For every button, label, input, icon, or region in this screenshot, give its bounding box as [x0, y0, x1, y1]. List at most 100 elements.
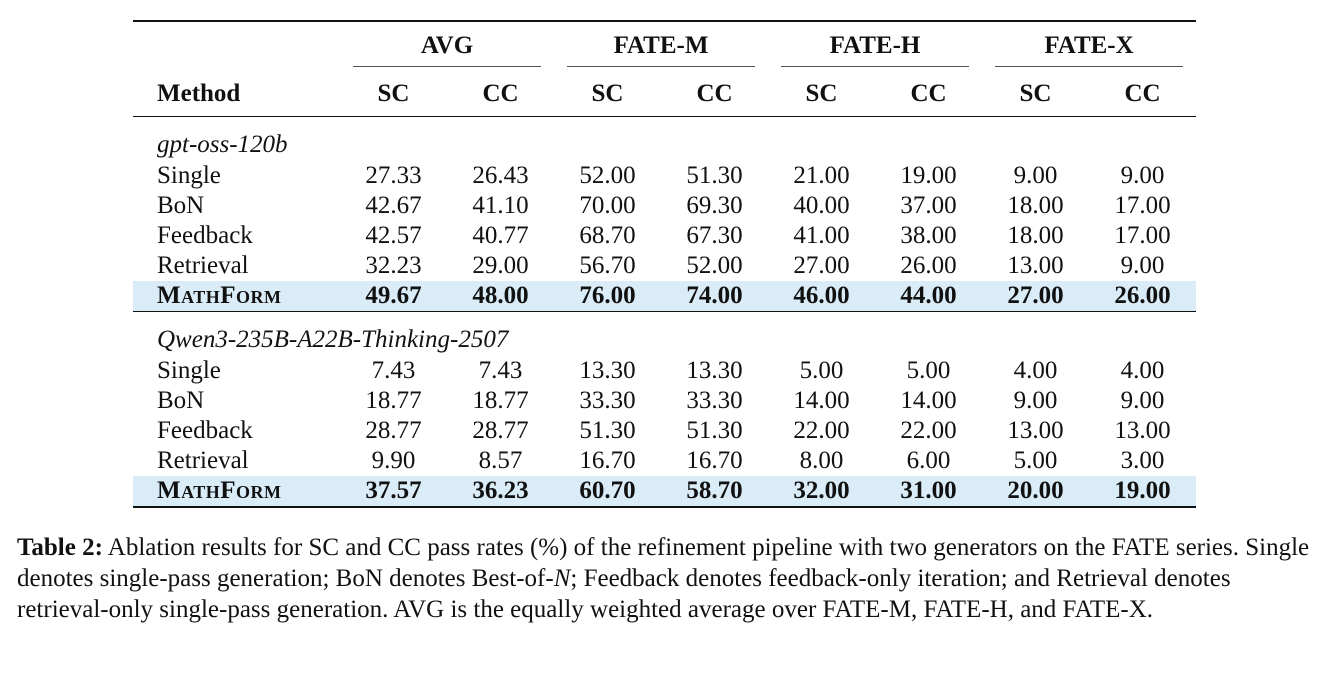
- value-cell: 18.00: [1007, 192, 1064, 219]
- value-cell: 22.00: [793, 417, 850, 444]
- caption-math-n: N: [553, 565, 571, 592]
- table-row: BoN 42.67 41.10 70.00 69.30 40.00 37.00 18.00 17…: [133, 191, 1196, 221]
- sub-header-cell: SC: [377, 80, 410, 107]
- table-row: Feedback 28.77 28.77 51.30 51.30 22.00 22.00 13…: [133, 416, 1196, 446]
- value-cell: 27.00: [793, 252, 850, 279]
- value-cell: 5.00: [906, 357, 951, 384]
- value-cell: 33.30: [686, 387, 743, 414]
- value-cell: 16.70: [686, 447, 743, 474]
- section-header-row: Qwen3-235B-A22B-Thinking-2507: [133, 311, 1197, 357]
- value-cell: 40.77: [472, 222, 529, 249]
- value-cell: 9.00: [1120, 387, 1165, 414]
- value-cell: 13.00: [1007, 252, 1064, 279]
- group-header-fate-x: FATE-X: [982, 21, 1196, 72]
- value-cell: 38.00: [900, 222, 957, 249]
- value-cell: 26.00: [1089, 281, 1197, 312]
- value-cell: 32.23: [365, 252, 422, 279]
- value-cell: 69.30: [686, 192, 743, 219]
- value-cell: 33.30: [579, 387, 636, 414]
- value-cell: 18.77: [472, 387, 529, 414]
- value-cell: 4.00: [1120, 357, 1165, 384]
- value-cell: 42.57: [365, 222, 422, 249]
- value-cell: 56.70: [579, 252, 636, 279]
- value-cell: 4.00: [1013, 357, 1058, 384]
- value-cell: 5.00: [1013, 447, 1058, 474]
- value-cell: 44.00: [875, 281, 983, 312]
- sub-header-cell: CC: [910, 80, 947, 107]
- value-cell: 31.00: [875, 476, 983, 507]
- value-cell: 19.00: [1089, 476, 1197, 507]
- method-cell: MathForm: [133, 281, 340, 312]
- value-cell: 28.77: [472, 417, 529, 444]
- sub-header-row: Method SC CC SC CC SC CC SC CC: [133, 72, 1196, 117]
- value-cell: 14.00: [793, 387, 850, 414]
- value-cell: 48.00: [447, 281, 554, 312]
- table-row: Retrieval 9.90 8.57 16.70 16.70 8.00 6.00 5.00 3…: [133, 446, 1196, 476]
- value-cell: 18.77: [365, 387, 422, 414]
- group-header-avg: AVG: [340, 21, 554, 72]
- value-cell: 41.00: [793, 222, 850, 249]
- value-cell: 9.00: [1120, 162, 1165, 189]
- table-row: Single 7.43 7.43 13.30 13.30 5.00 5.00 4.00 4.00: [133, 356, 1196, 386]
- table-body: gpt-oss-120b Single 27.33 26.43 52.00 51.30 21…: [133, 116, 1197, 507]
- value-cell: 9.90: [371, 447, 416, 474]
- sub-header-cell: CC: [482, 80, 519, 107]
- sub-header-cell: SC: [1019, 80, 1052, 107]
- section-label: Qwen3-235B-A22B-Thinking-2507: [157, 326, 509, 353]
- value-cell: 40.00: [793, 192, 850, 219]
- group-header-fate-h: FATE-H: [768, 21, 982, 72]
- group-header-fate-m: FATE-M: [554, 21, 768, 72]
- method-cell: Single: [157, 162, 221, 189]
- group-header-row: AVG FATE-M FATE-H FATE-X: [133, 21, 1197, 72]
- value-cell: 6.00: [906, 447, 951, 474]
- method-cell: BoN: [157, 387, 205, 414]
- method-cell: Retrieval: [157, 447, 249, 474]
- value-cell: 29.00: [472, 252, 529, 279]
- value-cell: 8.57: [478, 447, 523, 474]
- value-cell: 20.00: [982, 476, 1090, 507]
- value-cell: 36.23: [447, 476, 554, 507]
- sub-header-cell: SC: [591, 80, 624, 107]
- value-cell: 52.00: [686, 252, 743, 279]
- value-cell: 60.70: [554, 476, 661, 507]
- value-cell: 42.67: [365, 192, 422, 219]
- method-cell: Feedback: [157, 222, 253, 249]
- method-cell: BoN: [157, 192, 205, 219]
- table-row-highlighted: MathForm 49.67 48.00 76.00 74.00 46.00 44.00 27…: [133, 281, 1197, 312]
- method-cell: MathForm: [133, 476, 340, 507]
- method-cell: Feedback: [157, 417, 253, 444]
- value-cell: 13.30: [686, 357, 743, 384]
- method-cell: Retrieval: [157, 252, 249, 279]
- value-cell: 13.00: [1007, 417, 1064, 444]
- value-cell: 17.00: [1114, 222, 1171, 249]
- value-cell: 49.67: [340, 281, 447, 312]
- value-cell: 26.43: [472, 162, 529, 189]
- empty-header-cell: [133, 21, 340, 72]
- value-cell: 18.00: [1007, 222, 1064, 249]
- section-label: gpt-oss-120b: [157, 131, 288, 158]
- value-cell: 70.00: [579, 192, 636, 219]
- ablation-results-table: AVG FATE-M FATE-H FATE-X Method SC CC SC…: [133, 20, 1197, 508]
- table-caption: Table 2: Ablation results for SC and CC …: [17, 532, 1317, 625]
- table-row-highlighted: MathForm 37.57 36.23 60.70 58.70 32.00 31.00 20…: [133, 476, 1197, 507]
- value-cell: 51.30: [686, 417, 743, 444]
- caption-text-part-2: ; Feedback denotes feedback-only iterati…: [17, 565, 1231, 623]
- value-cell: 32.00: [768, 476, 876, 507]
- method-cell: Single: [157, 357, 221, 384]
- table-row: BoN 18.77 18.77 33.30 33.30 14.00 14.00 9.00 9.0…: [133, 386, 1196, 416]
- value-cell: 51.30: [686, 162, 743, 189]
- value-cell: 7.43: [478, 357, 523, 384]
- table-row: Feedback 42.57 40.77 68.70 67.30 41.00 38.00 18…: [133, 221, 1196, 251]
- value-cell: 28.77: [365, 417, 422, 444]
- value-cell: 21.00: [793, 162, 850, 189]
- value-cell: 74.00: [661, 281, 769, 312]
- caption-label: Table 2:: [17, 534, 103, 561]
- value-cell: 14.00: [900, 387, 957, 414]
- value-cell: 27.33: [365, 162, 422, 189]
- value-cell: 58.70: [661, 476, 769, 507]
- value-cell: 67.30: [686, 222, 743, 249]
- sub-header-cell: SC: [805, 80, 838, 107]
- value-cell: 46.00: [768, 281, 876, 312]
- value-cell: 13.00: [1114, 417, 1171, 444]
- value-cell: 41.10: [472, 192, 529, 219]
